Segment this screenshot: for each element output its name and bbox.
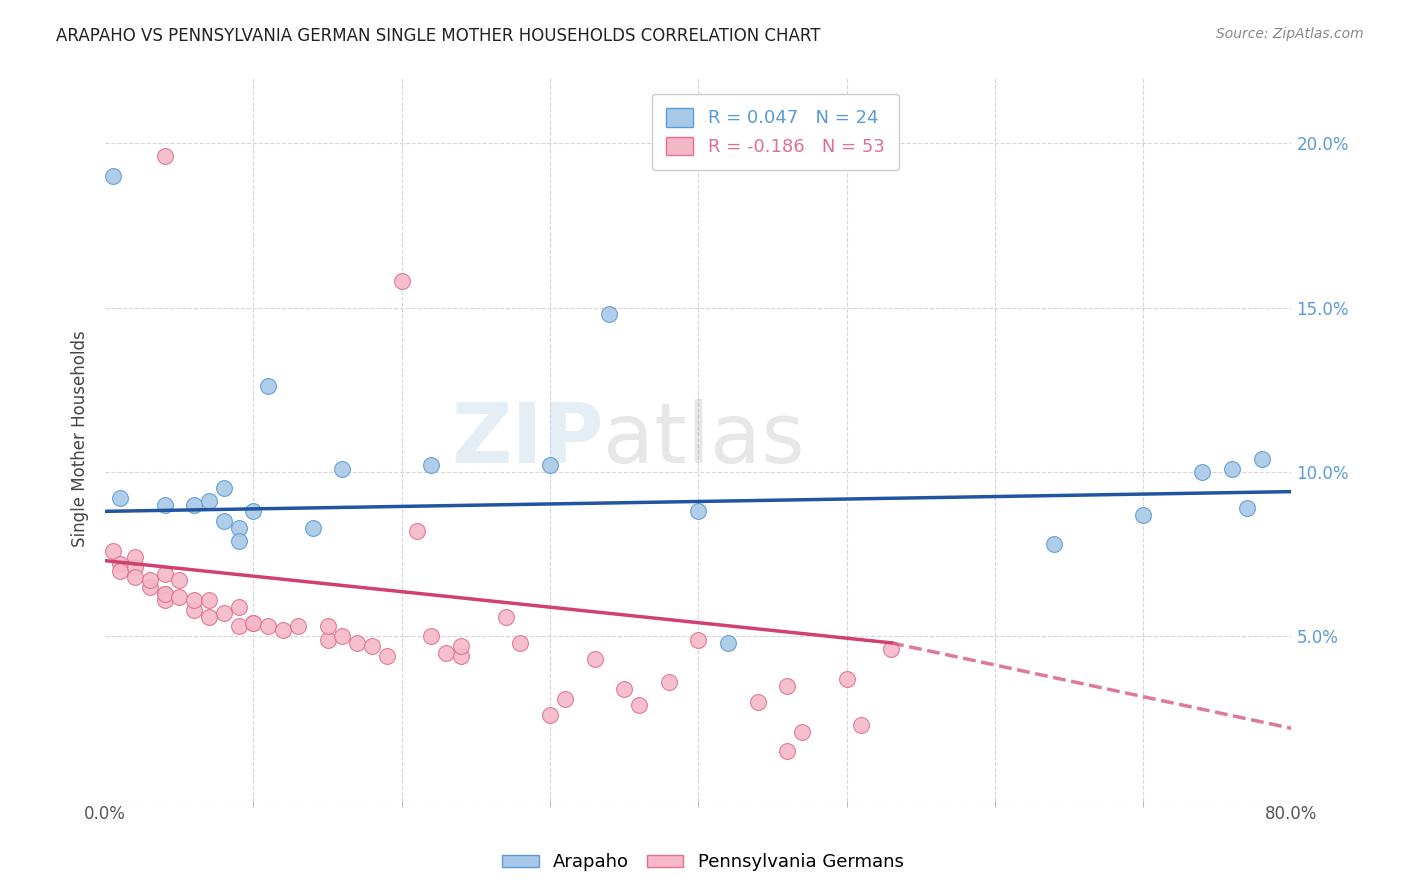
Pennsylvania Germans [124, 570, 146, 584]
Pennsylvania Germans [101, 543, 124, 558]
Arapaho [153, 498, 176, 512]
Arapaho [257, 379, 280, 393]
Pennsylvania Germans [434, 646, 457, 660]
Pennsylvania Germans [747, 695, 769, 709]
Arapaho [420, 458, 443, 473]
Pennsylvania Germans [851, 718, 873, 732]
Arapaho [332, 461, 354, 475]
Text: ZIP: ZIP [451, 399, 603, 480]
Pennsylvania Germans [583, 652, 606, 666]
Arapaho [598, 307, 620, 321]
Pennsylvania Germans [198, 593, 221, 607]
Pennsylvania Germans [361, 639, 384, 653]
Pennsylvania Germans [450, 648, 472, 663]
Arapaho [301, 521, 323, 535]
Legend: R = 0.047   N = 24, R = -0.186   N = 53: R = 0.047 N = 24, R = -0.186 N = 53 [652, 94, 898, 170]
Pennsylvania Germans [124, 550, 146, 565]
Pennsylvania Germans [198, 609, 221, 624]
Pennsylvania Germans [108, 564, 131, 578]
Pennsylvania Germans [391, 274, 413, 288]
Arapaho [1236, 501, 1258, 516]
Text: Source: ZipAtlas.com: Source: ZipAtlas.com [1216, 27, 1364, 41]
Arapaho [198, 494, 221, 508]
Pennsylvania Germans [287, 619, 309, 633]
Pennsylvania Germans [316, 619, 339, 633]
Pennsylvania Germans [375, 648, 398, 663]
Pennsylvania Germans [554, 691, 576, 706]
Pennsylvania Germans [212, 606, 235, 620]
Arapaho [1043, 537, 1066, 551]
Pennsylvania Germans [495, 609, 517, 624]
Pennsylvania Germans [613, 681, 636, 696]
Pennsylvania Germans [108, 557, 131, 571]
Arapaho [183, 498, 205, 512]
Pennsylvania Germans [688, 632, 710, 647]
Pennsylvania Germans [332, 629, 354, 643]
Pennsylvania Germans [880, 642, 903, 657]
Pennsylvania Germans [271, 623, 294, 637]
Pennsylvania Germans [538, 708, 561, 723]
Pennsylvania Germans [153, 566, 176, 581]
Pennsylvania Germans [169, 590, 191, 604]
Pennsylvania Germans [138, 580, 160, 594]
Arapaho [212, 514, 235, 528]
Pennsylvania Germans [776, 679, 799, 693]
Pennsylvania Germans [183, 593, 205, 607]
Pennsylvania Germans [835, 672, 858, 686]
Legend: Arapaho, Pennsylvania Germans: Arapaho, Pennsylvania Germans [495, 847, 911, 879]
Pennsylvania Germans [257, 619, 280, 633]
Pennsylvania Germans [316, 632, 339, 647]
Arapaho [228, 533, 250, 548]
Arapaho [242, 504, 264, 518]
Pennsylvania Germans [420, 629, 443, 643]
Pennsylvania Germans [124, 560, 146, 574]
Y-axis label: Single Mother Households: Single Mother Households [72, 331, 89, 548]
Arapaho [688, 504, 710, 518]
Pennsylvania Germans [776, 744, 799, 758]
Pennsylvania Germans [153, 593, 176, 607]
Pennsylvania Germans [509, 636, 531, 650]
Pennsylvania Germans [405, 524, 427, 538]
Arapaho [717, 636, 740, 650]
Arapaho [108, 491, 131, 506]
Pennsylvania Germans [153, 149, 176, 163]
Pennsylvania Germans [658, 675, 681, 690]
Arapaho [1250, 451, 1272, 466]
Arapaho [101, 169, 124, 183]
Pennsylvania Germans [792, 724, 814, 739]
Pennsylvania Germans [169, 574, 191, 588]
Pennsylvania Germans [242, 616, 264, 631]
Arapaho [538, 458, 561, 473]
Pennsylvania Germans [183, 603, 205, 617]
Arapaho [1132, 508, 1154, 522]
Pennsylvania Germans [450, 639, 472, 653]
Pennsylvania Germans [153, 586, 176, 600]
Arapaho [228, 521, 250, 535]
Pennsylvania Germans [228, 599, 250, 614]
Arapaho [1220, 461, 1243, 475]
Text: ARAPAHO VS PENNSYLVANIA GERMAN SINGLE MOTHER HOUSEHOLDS CORRELATION CHART: ARAPAHO VS PENNSYLVANIA GERMAN SINGLE MO… [56, 27, 821, 45]
Arapaho [1191, 465, 1213, 479]
Pennsylvania Germans [242, 616, 264, 631]
Pennsylvania Germans [138, 574, 160, 588]
Text: atlas: atlas [603, 399, 806, 480]
Pennsylvania Germans [627, 698, 650, 713]
Pennsylvania Germans [346, 636, 368, 650]
Pennsylvania Germans [228, 619, 250, 633]
Pennsylvania Germans [153, 586, 176, 600]
Arapaho [212, 481, 235, 495]
